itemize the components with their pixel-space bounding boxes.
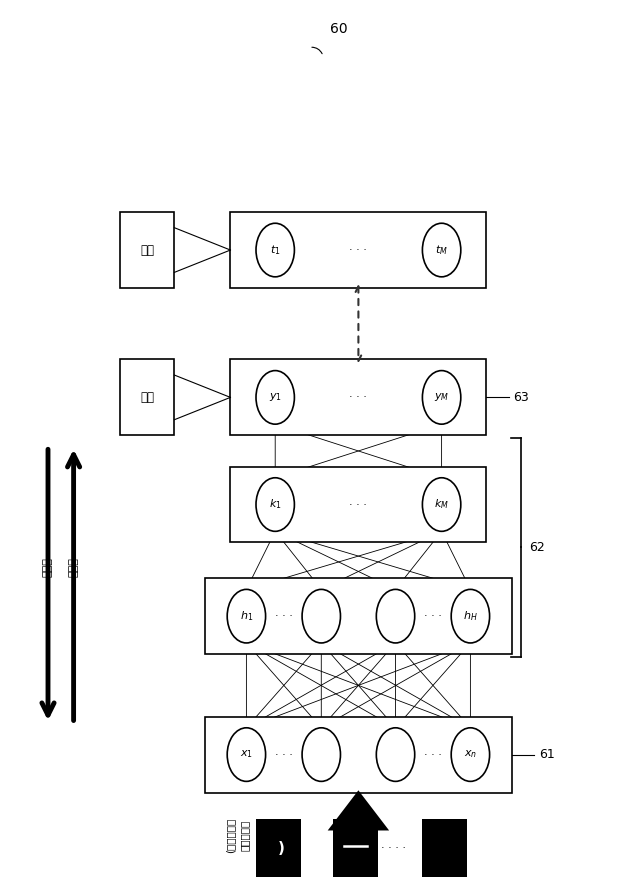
Circle shape: [256, 478, 294, 531]
Circle shape: [227, 589, 266, 643]
FancyBboxPatch shape: [120, 359, 174, 435]
Text: 逆伝播: 逆伝播: [68, 557, 79, 577]
Text: 63: 63: [513, 391, 529, 404]
Text: $k_1$: $k_1$: [269, 497, 282, 512]
Text: · · ·: · · ·: [349, 245, 367, 255]
Text: 特分データ: 特分データ: [239, 820, 250, 850]
Text: · · ·: · · ·: [349, 499, 367, 510]
Text: · · · ·: · · · ·: [381, 843, 406, 854]
FancyBboxPatch shape: [230, 213, 486, 288]
Circle shape: [422, 371, 461, 424]
Text: · · ·: · · ·: [424, 749, 442, 760]
Text: $t_M$: $t_M$: [435, 243, 448, 257]
Text: $t_1$: $t_1$: [270, 243, 280, 257]
Text: $k_M$: $k_M$: [434, 497, 449, 512]
Text: $x_n$: $x_n$: [464, 748, 477, 761]
Text: 61: 61: [539, 748, 555, 761]
Circle shape: [422, 478, 461, 531]
FancyBboxPatch shape: [205, 716, 512, 793]
Text: ): ): [278, 841, 285, 855]
Text: · · ·: · · ·: [424, 611, 442, 622]
Text: (入力データ: (入力データ: [225, 817, 236, 853]
Text: $h_H$: $h_H$: [463, 609, 477, 623]
FancyBboxPatch shape: [256, 820, 301, 877]
FancyBboxPatch shape: [230, 466, 486, 542]
Text: · · ·: · · ·: [349, 392, 367, 403]
Circle shape: [376, 728, 415, 781]
FancyBboxPatch shape: [422, 820, 467, 877]
Circle shape: [422, 223, 461, 277]
Text: 順伝播: 順伝播: [43, 557, 53, 577]
Text: $y_M$: $y_M$: [434, 391, 449, 404]
Polygon shape: [328, 790, 389, 830]
Text: $x_1$: $x_1$: [240, 748, 253, 761]
Text: $h_1$: $h_1$: [240, 609, 253, 623]
Circle shape: [256, 223, 294, 277]
Text: 62: 62: [529, 541, 545, 554]
Circle shape: [376, 589, 415, 643]
FancyBboxPatch shape: [230, 359, 486, 435]
Text: $y_1$: $y_1$: [269, 391, 282, 404]
Text: · · ·: · · ·: [275, 611, 292, 622]
Text: · · ·: · · ·: [275, 749, 292, 760]
Circle shape: [451, 728, 490, 781]
Circle shape: [227, 728, 266, 781]
FancyBboxPatch shape: [205, 579, 512, 654]
Text: 60: 60: [330, 22, 348, 37]
Circle shape: [256, 371, 294, 424]
Circle shape: [302, 589, 340, 643]
FancyBboxPatch shape: [120, 213, 174, 288]
Circle shape: [302, 728, 340, 781]
Circle shape: [451, 589, 490, 643]
Text: 正解: 正解: [140, 244, 154, 256]
Text: 予測: 予測: [140, 391, 154, 404]
FancyBboxPatch shape: [333, 820, 378, 877]
